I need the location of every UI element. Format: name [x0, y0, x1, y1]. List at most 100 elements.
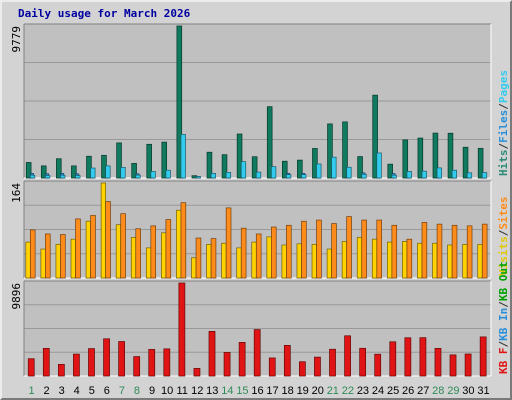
bar-sites-day-16: [255, 233, 262, 279]
bar-kb-f-day-13: [208, 331, 216, 377]
bar-visits-day-28: [432, 242, 438, 279]
bar-kb-f-day-18: [283, 345, 291, 377]
legend-text: Hits: [497, 150, 510, 177]
x-tick-label-day-29: 29: [447, 385, 459, 397]
legend-text: KB F: [497, 348, 510, 375]
bar-sites-day-29: [451, 224, 458, 279]
bar-kb-f-day-4: [73, 353, 80, 377]
bar-kb-f-day-11: [178, 282, 186, 377]
bar-pages-day-26: [406, 171, 412, 179]
bar-pages-day-25: [391, 174, 397, 179]
bar-pages-day-22: [346, 166, 352, 179]
bar-hits-day-2: [40, 165, 47, 179]
bar-kb-f-day-29: [449, 354, 457, 377]
x-tick-label-day-14: 14: [221, 385, 233, 397]
bar-sites-day-20: [316, 219, 322, 279]
bar-kb-f-day-15: [238, 342, 246, 377]
bar-sites-day-28: [436, 223, 443, 279]
bar-visits-day-25: [387, 241, 393, 279]
bar-kb-f-day-8: [133, 356, 141, 377]
bar-sites-day-14: [225, 207, 232, 279]
bar-visits-day-15: [236, 247, 242, 279]
bar-pages-day-7: [120, 167, 126, 179]
bar-sites-day-2: [45, 233, 51, 279]
bar-visits-day-21: [326, 248, 332, 279]
bar-kb-f-day-1: [27, 358, 35, 377]
bar-visits-day-16: [251, 241, 257, 279]
bar-hits-day-10: [161, 141, 168, 179]
bar-hits-day-20: [312, 148, 318, 179]
legend-text: Sites: [497, 197, 510, 230]
bar-kb-f-day-10: [163, 348, 171, 377]
bar-sites-day-8: [135, 228, 141, 279]
bar-kb-f-day-20: [314, 356, 321, 377]
bar-visits-day-31: [477, 244, 483, 279]
bar-sites-day-10: [165, 219, 172, 279]
bar-visits-day-22: [341, 241, 348, 279]
x-tick-label-day-26: 26: [402, 385, 414, 397]
x-tick-label-day-8: 8: [134, 385, 140, 397]
bar-hits-day-1: [25, 162, 32, 179]
bar-hits-day-30: [462, 146, 469, 179]
bar-visits-day-6: [100, 182, 106, 279]
bar-visits-day-30: [462, 244, 468, 279]
bar-visits-day-2: [40, 248, 46, 279]
bar-sites-day-21: [331, 223, 337, 279]
bar-pages-day-31: [481, 172, 488, 179]
bar-visits-day-3: [55, 244, 61, 279]
bar-hits-day-31: [477, 147, 484, 179]
x-tick-label-day-16: 16: [251, 385, 263, 397]
bar-hits-day-18: [282, 160, 288, 179]
bar-pages-day-5: [90, 167, 96, 179]
bar-sites-day-31: [481, 223, 488, 279]
bar-sites-day-17: [271, 226, 277, 279]
bar-hits-day-13: [206, 151, 213, 179]
bar-kb-f-day-2: [42, 348, 50, 377]
bar-visits-day-1: [25, 241, 31, 279]
legend-text: /: [497, 229, 510, 236]
bar-kb-f-day-28: [434, 348, 442, 377]
bar-pages-day-29: [451, 169, 458, 179]
bar-pages-day-3: [60, 174, 66, 179]
legend-text: KB Out: [497, 261, 510, 301]
bar-pages-day-2: [45, 175, 51, 179]
bar-pages-day-21: [331, 156, 337, 179]
legend-text: Files: [497, 110, 510, 143]
bar-pages-day-4: [75, 175, 81, 179]
bar-sites-day-12: [195, 237, 202, 279]
bar-pages-day-11: [180, 134, 186, 179]
legend-text: /: [497, 341, 510, 348]
bar-visits-day-17: [266, 236, 272, 279]
bar-kb-f-day-9: [148, 349, 156, 377]
bar-sites-day-1: [29, 229, 36, 279]
bar-visits-day-12: [191, 257, 197, 279]
legend-text: KB In: [497, 308, 510, 341]
legend-text: Visits: [497, 236, 510, 276]
bar-pages-day-18: [286, 174, 292, 179]
bar-sites-day-26: [406, 238, 413, 279]
bar-kb-f-day-17: [268, 357, 276, 377]
legend-kb: KB F/KB In/KB Out: [497, 261, 510, 374]
bar-visits-day-20: [311, 244, 317, 279]
bar-hits-day-7: [116, 142, 122, 179]
bar-sites-day-4: [75, 218, 81, 279]
bar-visits-day-14: [221, 242, 227, 279]
x-tick-label-day-18: 18: [282, 385, 294, 397]
bar-kb-f-day-19: [299, 361, 306, 377]
bar-sites-day-5: [90, 215, 96, 279]
bar-hits-day-16: [251, 156, 258, 179]
x-tick-label-day-24: 24: [372, 385, 384, 397]
bar-kb-f-day-24: [374, 353, 382, 377]
x-tick-label-day-30: 30: [462, 385, 474, 397]
bar-sites-day-6: [105, 201, 111, 279]
x-tick-label-day-2: 2: [44, 385, 50, 397]
bar-kb-f-day-22: [344, 335, 351, 377]
x-tick-label-day-11: 11: [176, 385, 187, 397]
legend-text: /: [497, 103, 510, 110]
bar-sites-day-3: [60, 234, 66, 279]
bar-hits-day-21: [327, 123, 333, 179]
bar-sites-day-18: [286, 224, 292, 279]
bar-sites-day-30: [466, 225, 473, 279]
bar-hits-day-25: [387, 163, 393, 179]
